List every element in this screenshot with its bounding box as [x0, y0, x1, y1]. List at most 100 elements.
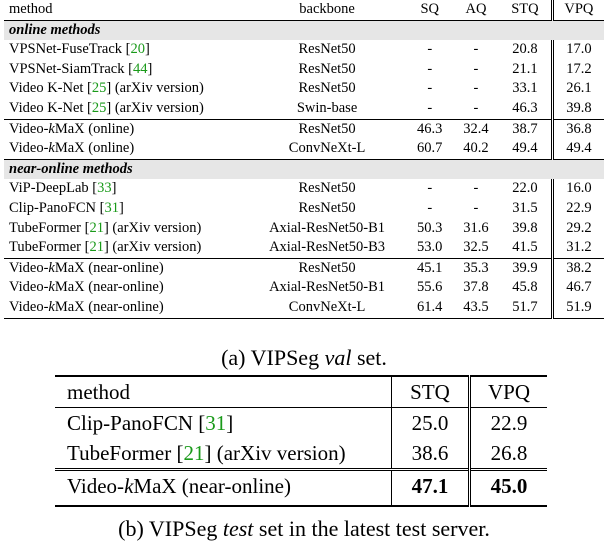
method-cell: Video K-Net [25] (arXiv version) — [9, 99, 204, 116]
vpq-cell: 22.9 — [490, 411, 528, 435]
stq-cell: 38.7 — [499, 118, 554, 140]
stq-cell: 21.1 — [499, 59, 554, 80]
citation-link[interactable]: 25 — [91, 80, 107, 97]
citation-link[interactable]: 21 — [89, 219, 104, 236]
table-row: ViP-DeepLab [33] ResNet50 - - 22.0 16.0 — [4, 179, 604, 199]
method-cell: TubeFormer [21] (arXiv version) — [9, 239, 202, 256]
table-row: VPSNet-FuseTrack [20] ResNet50 - - 20.8 … — [4, 40, 604, 60]
sq-cell: 61.4 — [406, 297, 453, 319]
citation-link[interactable]: 44 — [132, 60, 148, 77]
table-row: Video-kMaX (online) ResNet50 46.3 32.4 3… — [4, 118, 604, 140]
citation-link[interactable]: 31 — [205, 411, 227, 435]
method-cell: Clip-PanoFCN [31] — [67, 411, 234, 435]
method-cell: Video-kMaX (near-online) — [9, 279, 164, 296]
vpq-cell: 39.8 — [566, 99, 592, 116]
table-row: TubeFormer [21] (arXiv version) Axial-Re… — [4, 238, 604, 259]
method-cell: ViP-DeepLab [33] — [9, 180, 117, 197]
vpq-cell: 36.8 — [552, 118, 604, 140]
stq-cell: 39.8 — [499, 218, 554, 239]
header-sq: SQ — [406, 0, 453, 21]
vpq-cell: 17.0 — [566, 41, 592, 58]
table-row: VPSNet-SiamTrack [44] ResNet50 - - 21.1 … — [4, 59, 604, 80]
citation-link[interactable]: 21 — [183, 441, 205, 465]
sq-cell: 50.3 — [417, 219, 443, 236]
stq-cell: 51.7 — [499, 297, 554, 319]
vpq-cell: 17.2 — [566, 60, 592, 77]
stq-cell: 33.1 — [499, 79, 554, 99]
header-aq: AQ — [452, 0, 500, 21]
sq-cell: - — [427, 80, 433, 97]
vpq-cell: 45.0 — [469, 468, 547, 507]
method-cell: Video-kMaX (online) — [4, 118, 248, 140]
vpq-cell: 49.4 — [552, 139, 604, 160]
section-online-label: online methods — [4, 20, 604, 41]
backbone-cell: ResNet50 — [298, 60, 356, 77]
citation-link[interactable]: 31 — [104, 199, 119, 216]
table-row: TubeFormer [21] (arXiv version) 38.6 26.… — [55, 438, 547, 470]
header-method: method — [4, 0, 248, 21]
caption-test: (b) VIPSeg test set in the latest test s… — [118, 516, 490, 541]
citation-link[interactable]: 21 — [89, 239, 104, 256]
vpq-cell: 16.0 — [566, 180, 592, 197]
sq-cell: 45.1 — [406, 257, 453, 279]
table-header-row: method STQ VPQ — [55, 375, 547, 408]
method-cell: VPSNet-FuseTrack [20] — [9, 41, 150, 58]
aq-cell: - — [473, 180, 479, 197]
vpq-cell: 29.2 — [566, 219, 592, 236]
sq-cell: 46.3 — [406, 118, 453, 140]
stq-cell: 22.0 — [499, 179, 554, 199]
aq-cell: 37.8 — [463, 279, 489, 296]
sq-cell: 60.7 — [406, 139, 453, 160]
vpq-cell: 51.9 — [552, 297, 604, 319]
vpq-cell: 46.7 — [566, 279, 592, 296]
backbone-cell: ResNet50 — [298, 180, 356, 197]
header-vpq: VPQ — [469, 375, 547, 408]
backbone-cell: ResNet50 — [298, 41, 356, 58]
backbone-cell: Swin-base — [296, 99, 358, 116]
aq-cell: - — [473, 199, 479, 216]
vpq-cell: 22.9 — [566, 199, 592, 216]
aq-cell: 40.2 — [452, 139, 500, 160]
section-online: online methods — [4, 20, 604, 41]
backbone-cell: ResNet50 — [298, 199, 356, 216]
method-cell: Clip-PanoFCN [31] — [9, 199, 124, 216]
sq-cell: - — [427, 199, 433, 216]
aq-cell: 32.5 — [463, 239, 489, 256]
aq-cell: - — [473, 80, 479, 97]
method-cell: Video-kMaX (near-online) — [4, 297, 248, 319]
table-row: Video K-Net [25] (arXiv version) Swin-ba… — [4, 98, 604, 120]
vpq-cell: 26.8 — [490, 441, 528, 465]
sq-cell: - — [427, 99, 433, 116]
backbone-cell: Axial-ResNet50-B1 — [269, 279, 386, 296]
table-row: TubeFormer [21] (arXiv version) Axial-Re… — [4, 218, 604, 239]
results-table-test: method STQ VPQ Clip-PanoFCN [31] 25.0 22… — [55, 375, 547, 507]
citation-link[interactable]: 20 — [130, 41, 146, 58]
aq-cell: - — [473, 41, 479, 58]
table-row: Clip-PanoFCN [31] 25.0 22.9 — [55, 407, 547, 438]
method-cell: TubeFormer [21] (arXiv version) — [9, 219, 202, 236]
table-row: Video-kMaX (near-online) ConvNeXt-L 61.4… — [4, 297, 604, 319]
aq-cell: 31.6 — [463, 219, 489, 236]
citation-link[interactable]: 33 — [97, 180, 112, 197]
table-header-row: method backbone SQ AQ STQ VPQ — [4, 0, 604, 21]
caption-val: (a) VIPSeg val set. — [221, 345, 387, 370]
backbone-cell: ResNet50 — [298, 80, 356, 97]
method-cell: VPSNet-SiamTrack [44] — [9, 60, 153, 77]
sq-cell: 55.6 — [417, 279, 443, 296]
vpq-cell: 31.2 — [566, 239, 592, 256]
backbone-cell: ResNet50 — [247, 118, 407, 140]
vpq-cell: 38.2 — [552, 257, 604, 279]
citation-link[interactable]: 25 — [91, 99, 107, 116]
table-row: Video-kMaX (near-online) 47.1 45.0 — [55, 468, 547, 507]
sq-cell: - — [427, 60, 433, 77]
table-row: Video-kMaX (near-online) Axial-ResNet50-… — [4, 278, 604, 298]
header-method: method — [55, 375, 392, 408]
header-backbone: backbone — [247, 0, 407, 21]
vpq-cell: 26.1 — [566, 80, 592, 97]
section-near-online: near-online methods — [4, 159, 604, 180]
stq-cell: 46.3 — [499, 98, 554, 120]
header-vpq: VPQ — [552, 0, 604, 21]
aq-cell: 43.5 — [452, 297, 500, 319]
stq-cell: 41.5 — [499, 238, 554, 259]
backbone-cell: ConvNeXt-L — [247, 139, 407, 160]
